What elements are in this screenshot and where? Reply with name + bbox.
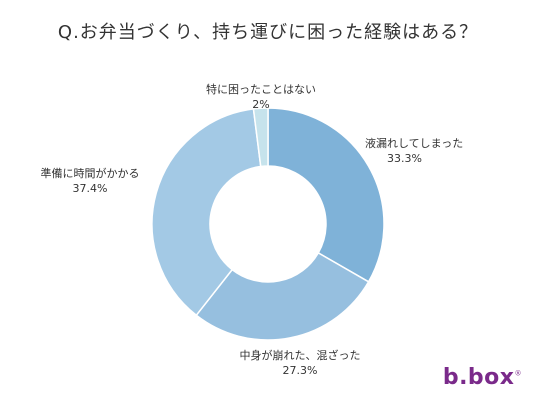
slice-broken	[195, 251, 370, 341]
slice-label-leak-name: 液漏れしてしまった	[365, 137, 464, 150]
logo-text: b.box	[442, 365, 515, 390]
slice-label-none-name: 特に困ったことはない	[206, 83, 316, 96]
bbox-logo: b.box®	[443, 365, 522, 390]
slice-label-leak: 液漏れしてしまった 33.3%	[365, 136, 463, 166]
chart-title: Q.お弁当づくり、持ち運びに困った経験はある？	[57, 22, 479, 43]
slice-label-broken-name: 中身が崩れた、混ざった	[239, 349, 361, 362]
slice-label-none: 特に困ったことはない 2%	[186, 82, 336, 112]
slice-label-leak-value: 33.3%	[387, 152, 422, 165]
slice-time	[151, 108, 262, 317]
slice-label-none-value: 2%	[252, 98, 270, 111]
slice-leak	[267, 107, 385, 283]
slice-none	[252, 107, 269, 168]
logo-registered-mark: ®	[514, 369, 522, 378]
slice-label-time-name: 準備に時間がかかる	[40, 167, 140, 180]
slice-label-broken-value: 27.3%	[282, 364, 318, 377]
slice-label-time: 準備に時間がかかる 37.4%	[30, 166, 150, 196]
slice-label-broken: 中身が崩れた、混ざった 27.3%	[220, 348, 380, 378]
slice-label-time-value: 37.4%	[72, 182, 108, 195]
